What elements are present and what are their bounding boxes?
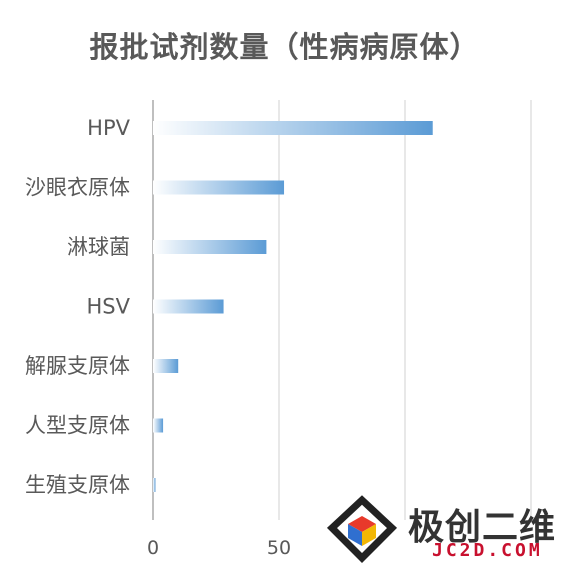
- category-label: 人型支原体: [25, 414, 130, 438]
- watermark: 极创二维 JC2D.COM: [322, 492, 567, 567]
- bar: [153, 240, 267, 254]
- category-label: 淋球菌: [67, 235, 130, 259]
- bar: [153, 478, 156, 492]
- category-label: 生殖支原体: [25, 473, 130, 497]
- bar: [153, 180, 285, 195]
- bar: [153, 418, 164, 433]
- bar: [153, 359, 179, 373]
- x-tick-label: 50: [267, 537, 291, 559]
- category-label: 解脲支原体: [25, 354, 130, 378]
- category-label: HSV: [87, 295, 131, 319]
- x-tick-label: 0: [147, 537, 159, 559]
- category-label: 沙眼衣原体: [25, 176, 130, 200]
- category-label: HPV: [87, 116, 130, 140]
- cube-logo-icon: [326, 495, 398, 563]
- watermark-domain: JC2D.COM: [432, 540, 543, 561]
- bar: [153, 299, 224, 314]
- chart-title: 报批试剂数量（性病病原体）: [89, 30, 480, 64]
- watermark-brand: 极创二维: [408, 507, 557, 548]
- bar: [153, 121, 433, 135]
